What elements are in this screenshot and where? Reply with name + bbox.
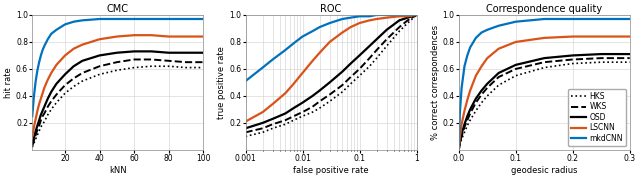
Y-axis label: % correct correspondences: % correct correspondences — [431, 25, 440, 140]
Y-axis label: hit rate: hit rate — [4, 67, 13, 98]
Legend: HKS, WKS, OSD, LSCNN, mkdCNN: HKS, WKS, OSD, LSCNN, mkdCNN — [568, 89, 626, 146]
Title: CMC: CMC — [107, 4, 129, 14]
X-axis label: kNN: kNN — [109, 166, 127, 175]
X-axis label: geodesic radius: geodesic radius — [511, 166, 577, 175]
X-axis label: false positive rate: false positive rate — [293, 166, 369, 175]
Title: ROC: ROC — [321, 4, 342, 14]
Y-axis label: true positive rate: true positive rate — [218, 46, 227, 119]
Title: Correspondence quality: Correspondence quality — [486, 4, 602, 14]
